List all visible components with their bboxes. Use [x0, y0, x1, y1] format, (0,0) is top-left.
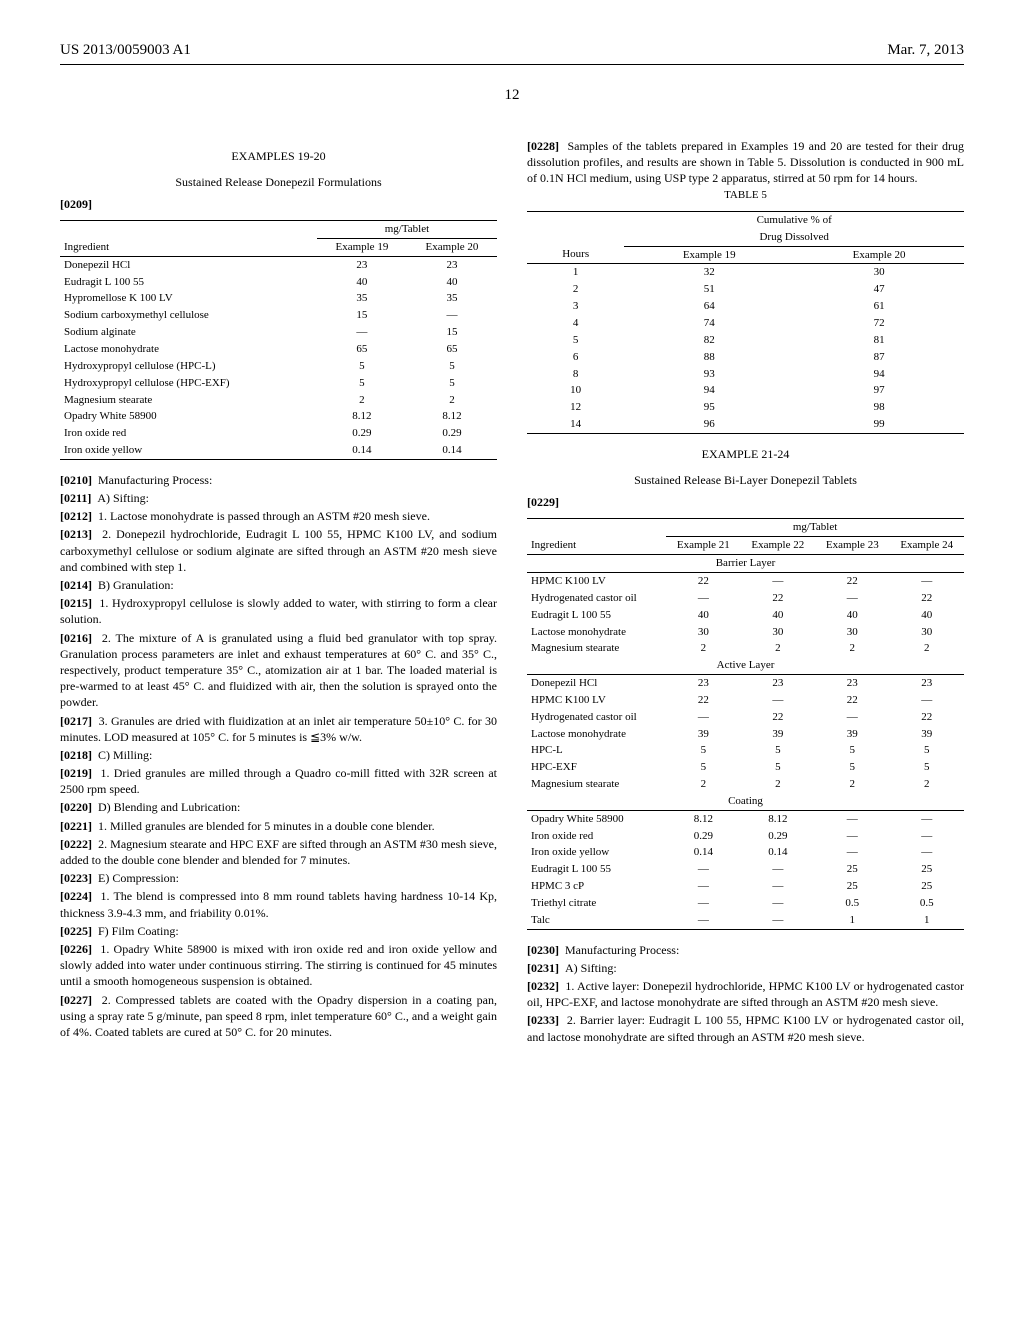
- para-0213: [0213] 2. Donepezil hydrochloride, Eudra…: [60, 526, 497, 575]
- para-0224: [0224] 1. The blend is compressed into 8…: [60, 888, 497, 920]
- page-header: US 2013/0059003 A1 Mar. 7, 2013: [60, 40, 964, 65]
- publication-number: US 2013/0059003 A1: [60, 40, 191, 60]
- para-0225: [0225] F) Film Coating:: [60, 923, 497, 939]
- para-0215: [0215] 1. Hydroxypropyl cellulose is slo…: [60, 595, 497, 627]
- formulation-table-19-20: mg/Tablet IngredientExample 19Example 20…: [60, 220, 497, 460]
- para-0217: [0217] 3. Granules are dried with fluidi…: [60, 713, 497, 745]
- two-column-layout: EXAMPLES 19-20 Sustained Release Donepez…: [60, 136, 964, 1047]
- para-0216: [0216] 2. The mixture of A is granulated…: [60, 630, 497, 711]
- para-0227: [0227] 2. Compressed tablets are coated …: [60, 992, 497, 1041]
- para-0226: [0226] 1. Opadry White 58900 is mixed wi…: [60, 941, 497, 990]
- para-0210: [0210] Manufacturing Process:: [60, 472, 497, 488]
- example-heading: EXAMPLES 19-20: [60, 148, 497, 164]
- para-0212: [0212] 1. Lactose monohydrate is passed …: [60, 508, 497, 524]
- para-0218: [0218] C) Milling:: [60, 747, 497, 763]
- example-heading-2: EXAMPLE 21-24: [527, 446, 964, 462]
- para-0231: [0231] A) Sifting:: [527, 960, 964, 976]
- dissolution-table-5: Cumulative % of Drug Dissolved HoursExam…: [527, 211, 964, 434]
- para-0209: [0209]: [60, 196, 497, 212]
- para-0222: [0222] 2. Magnesium stearate and HPC EXF…: [60, 836, 497, 868]
- para-0220: [0220] D) Blending and Lubrication:: [60, 799, 497, 815]
- para-0223: [0223] E) Compression:: [60, 870, 497, 886]
- para-0233: [0233] 2. Barrier layer: Eudragit L 100 …: [527, 1012, 964, 1044]
- para-0230: [0230] Manufacturing Process:: [527, 942, 964, 958]
- para-0228: [0228] Samples of the tablets prepared i…: [527, 138, 964, 187]
- formulation-table-21-24: mg/Tablet Ingredient Example 21 Example …: [527, 518, 964, 929]
- right-column: [0228] Samples of the tablets prepared i…: [527, 136, 964, 1047]
- example-subtitle-2: Sustained Release Bi-Layer Donepezil Tab…: [527, 472, 964, 488]
- page-number: 12: [60, 85, 964, 105]
- left-column: EXAMPLES 19-20 Sustained Release Donepez…: [60, 136, 497, 1047]
- para-0211: [0211] A) Sifting:: [60, 490, 497, 506]
- para-0221: [0221] 1. Milled granules are blended fo…: [60, 818, 497, 834]
- table5-caption: TABLE 5: [527, 188, 964, 203]
- para-0214: [0214] B) Granulation:: [60, 577, 497, 593]
- para-0219: [0219] 1. Dried granules are milled thro…: [60, 765, 497, 797]
- example-subtitle: Sustained Release Donepezil Formulations: [60, 174, 497, 190]
- publication-date: Mar. 7, 2013: [887, 40, 964, 60]
- para-0232: [0232] 1. Active layer: Donepezil hydroc…: [527, 978, 964, 1010]
- para-0229: [0229]: [527, 494, 964, 510]
